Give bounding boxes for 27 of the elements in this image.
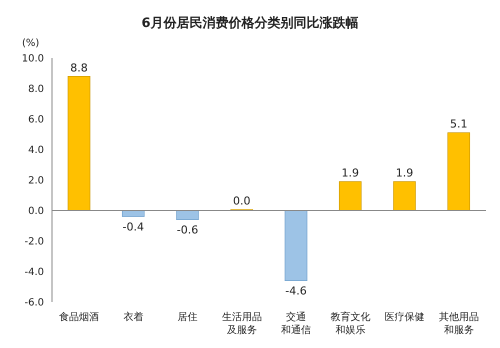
data-label: -4.6 <box>285 284 307 298</box>
y-tick-label: 2.0 <box>28 176 44 187</box>
y-tick-label: 8.0 <box>28 84 44 96</box>
y-tick-label: 10.0 <box>22 54 44 65</box>
y-tick-label: 4.0 <box>28 145 44 156</box>
y-tick-label: -4.0 <box>24 267 44 278</box>
data-label: 5.1 <box>450 118 468 131</box>
data-label: 1.9 <box>342 166 359 180</box>
x-tick-label: 食品烟酒 <box>59 311 100 323</box>
y-tick-label: -6.0 <box>24 298 44 309</box>
data-label: 8.8 <box>70 61 88 74</box>
y-axis-title: (%) <box>22 38 40 49</box>
data-label: 0.0 <box>233 194 250 208</box>
x-tick-label: 交通和通信 <box>281 311 312 336</box>
x-tick-label: 居住 <box>178 312 198 323</box>
y-tick-label: 0.0 <box>28 206 44 218</box>
x-tick-label: 教育文化和娱乐 <box>330 311 370 336</box>
data-label: -0.6 <box>176 224 198 237</box>
y-tick-label: 6.0 <box>28 114 44 126</box>
data-label: -0.4 <box>122 220 144 234</box>
chart-title: 6月份居民消费价格分类别同比涨跌幅 <box>140 15 360 32</box>
x-tick-label: 医疗保健 <box>384 311 425 323</box>
x-tick-label: 生活用品及服务 <box>222 311 262 336</box>
x-tick-label: 衣着 <box>123 311 144 323</box>
y-tick-label: -2.0 <box>24 236 44 248</box>
x-tick-label: 其他用品和服务 <box>438 311 479 336</box>
data-label: 1.9 <box>396 166 414 180</box>
